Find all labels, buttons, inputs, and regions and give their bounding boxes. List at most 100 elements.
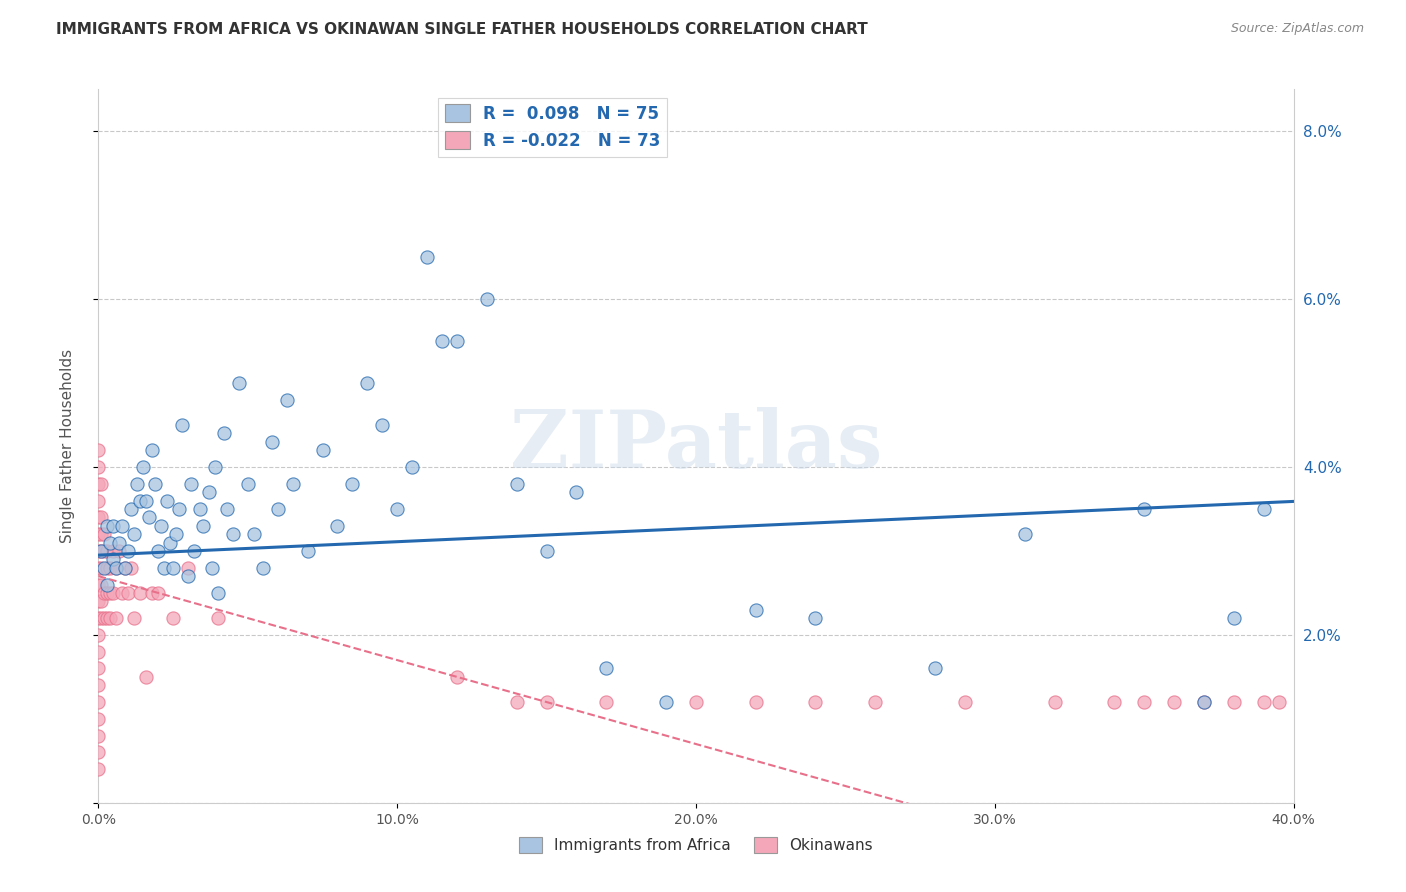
Point [326,518,349,533]
Point [685,695,707,709]
Point [156,493,179,508]
Point [93,560,115,574]
Point [953,695,976,709]
Point [475,292,498,306]
Point [117,586,139,600]
Point [98,535,122,549]
Point [506,695,529,709]
Point [260,434,283,449]
Point [165,527,187,541]
Point [132,460,155,475]
Point [1223,611,1246,625]
Point [1192,695,1215,709]
Point [96,586,118,600]
Point [342,476,364,491]
Point [141,443,163,458]
Point [1163,695,1185,709]
Point [90,510,112,524]
Point [124,611,146,625]
Point [804,611,827,625]
Point [108,535,131,549]
Point [87,476,110,491]
Point [93,586,115,600]
Point [135,493,157,508]
Point [114,560,136,574]
Point [865,695,887,709]
Point [90,611,112,625]
Point [162,611,184,625]
Point [745,603,768,617]
Point [371,417,394,432]
Point [267,502,290,516]
Point [117,544,139,558]
Point [201,560,224,574]
Point [105,611,128,625]
Text: ZIPatlas: ZIPatlas [510,407,882,485]
Point [207,611,229,625]
Point [143,476,166,491]
Point [1253,695,1275,709]
Point [162,560,184,574]
Point [430,334,453,348]
Point [180,476,202,491]
Point [222,527,245,541]
Point [212,426,235,441]
Point [655,695,678,709]
Point [96,544,118,558]
Point [87,443,110,458]
Point [87,678,110,692]
Point [98,560,122,574]
Point [356,376,378,390]
Point [924,661,946,675]
Point [536,544,558,558]
Point [416,250,439,264]
Point [87,544,110,558]
Point [103,552,125,566]
Point [120,560,142,574]
Point [595,695,617,709]
Point [87,493,110,508]
Point [127,476,149,491]
Legend: Immigrants from Africa, Okinawans: Immigrants from Africa, Okinawans [513,831,879,859]
Point [207,586,229,600]
Point [804,695,827,709]
Point [129,586,152,600]
Point [90,577,112,591]
Point [87,560,110,574]
Point [111,586,134,600]
Point [1104,695,1126,709]
Point [87,712,110,726]
Point [96,611,118,625]
Point [1014,527,1036,541]
Point [87,460,110,475]
Point [446,334,468,348]
Point [1192,695,1215,709]
Point [87,746,110,760]
Point [191,518,214,533]
Point [96,560,118,574]
Point [90,560,112,574]
Point [311,443,333,458]
Point [172,417,194,432]
Point [385,502,409,516]
Point [148,586,170,600]
Point [1267,695,1289,709]
Point [276,392,298,407]
Point [1133,502,1156,516]
Point [90,527,112,541]
Point [252,560,274,574]
Point [177,560,200,574]
Point [120,502,142,516]
Point [90,594,112,608]
Point [153,560,176,574]
Point [105,560,128,574]
Point [198,485,221,500]
Point [87,661,110,675]
Point [595,661,617,675]
Y-axis label: Single Father Households: Single Father Households [60,349,75,543]
Point [1133,695,1156,709]
Point [204,460,226,475]
Point [87,695,110,709]
Point [87,628,110,642]
Point [93,611,115,625]
